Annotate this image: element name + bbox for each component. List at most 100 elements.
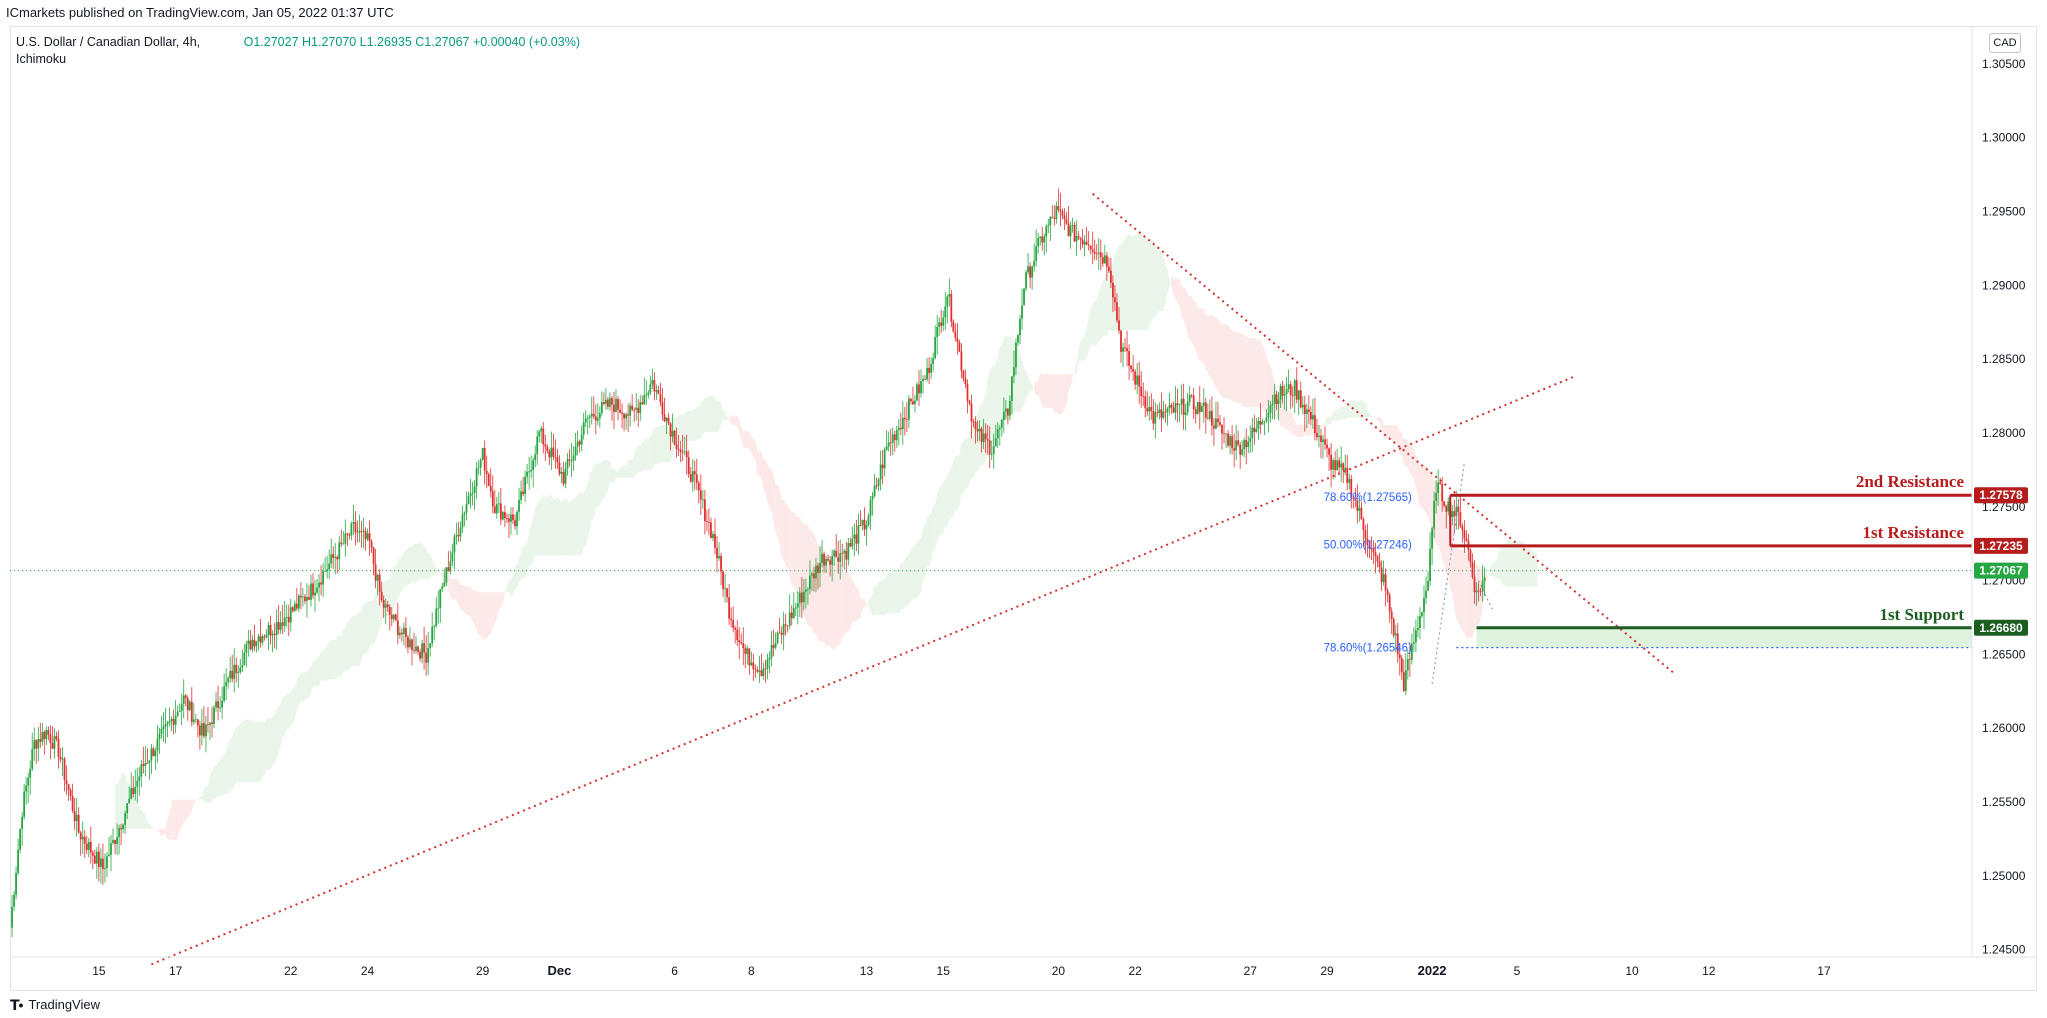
- cloud-segment: [1189, 295, 1192, 342]
- cloud-segment: [561, 500, 564, 556]
- cloud-segment: [313, 661, 316, 688]
- candle-body: [1443, 501, 1446, 507]
- cloud-segment: [929, 513, 932, 567]
- cloud-segment: [710, 395, 713, 432]
- candle-body: [732, 620, 735, 628]
- candle-body: [1273, 394, 1276, 404]
- cloud-segment: [908, 549, 911, 606]
- candle-body: [1124, 347, 1126, 349]
- cloud-segment: [329, 640, 332, 680]
- candle-body: [1309, 411, 1312, 420]
- cloud-segment: [349, 616, 352, 670]
- candle-body: [190, 701, 193, 723]
- cloud-segment: [1510, 540, 1513, 587]
- candle-body: [722, 571, 724, 589]
- cloud-segment: [361, 604, 364, 661]
- candle-body: [302, 596, 304, 598]
- cloud-segment: [169, 801, 172, 840]
- cloud-segment: [529, 524, 532, 566]
- ascending-support-trendline: [151, 375, 1574, 966]
- price-tick-label: 1.24500: [1982, 943, 2026, 957]
- candle-body: [41, 732, 44, 742]
- cloud-segment: [407, 546, 410, 585]
- cloud-segment: [650, 432, 653, 471]
- candle-body: [992, 446, 995, 455]
- candle-body: [952, 321, 955, 332]
- candle-body: [1269, 405, 1272, 413]
- cloud-segment: [704, 397, 707, 432]
- cloud-segment: [1159, 247, 1162, 311]
- cloud-segment: [1428, 468, 1431, 523]
- candle-body: [217, 701, 219, 708]
- price-tick-label: 1.28500: [1982, 352, 2026, 366]
- candle-body: [823, 553, 825, 566]
- cloud-segment: [904, 555, 907, 608]
- chart-frame[interactable]: [10, 26, 2037, 991]
- candle-body: [617, 398, 619, 410]
- candle-body: [742, 643, 745, 649]
- cloud-segment: [535, 504, 538, 556]
- currency-badge[interactable]: CAD: [1989, 33, 2021, 53]
- cloud-segment: [1329, 416, 1332, 425]
- candle-body: [1249, 437, 1252, 442]
- candle-body: [641, 402, 644, 405]
- cloud-segment: [846, 573, 849, 632]
- candle-body: [1350, 478, 1353, 498]
- candle-body: [140, 764, 143, 777]
- candle-body: [647, 392, 650, 395]
- candle-body: [479, 460, 482, 468]
- candle-body: [584, 418, 587, 423]
- cloud-segment: [508, 579, 511, 597]
- cloud-segment: [468, 586, 471, 617]
- published-header: ICmarkets published on TradingView.com, …: [0, 0, 2047, 26]
- time-tick-label: 24: [361, 964, 375, 978]
- footer: 𝗧• TradingView: [10, 992, 100, 1018]
- time-tick-label: Dec: [548, 963, 572, 978]
- candle-body: [1265, 417, 1268, 422]
- candle-body: [453, 536, 456, 553]
- cloud-segment: [921, 527, 924, 593]
- candle-body: [1326, 444, 1328, 449]
- cloud-segment: [688, 410, 691, 441]
- candle-body: [1291, 395, 1294, 396]
- cloud-segment: [183, 799, 186, 823]
- candle-body: [1352, 497, 1355, 499]
- candle-body: [1253, 427, 1256, 432]
- cloud-segment: [834, 562, 837, 650]
- candle-body: [1136, 375, 1139, 385]
- cloud-segment: [409, 546, 412, 585]
- cloud-segment: [480, 592, 483, 641]
- candle-body: [21, 816, 24, 829]
- cloud-segment: [1070, 374, 1073, 387]
- candle-body: [1198, 402, 1201, 412]
- candle-body: [1200, 406, 1203, 412]
- brand-name[interactable]: TradingView: [28, 997, 100, 1012]
- candle-body: [467, 496, 470, 505]
- cloud-segment: [1076, 349, 1079, 372]
- cloud-segment: [147, 822, 150, 829]
- candle-body: [106, 856, 108, 868]
- cloud-segment: [1337, 407, 1340, 421]
- tradingview-logo-icon[interactable]: 𝗧•: [10, 997, 23, 1013]
- cloud-segment: [189, 799, 192, 815]
- cloud-segment: [692, 409, 695, 441]
- cloud-segment: [603, 460, 606, 500]
- cloud-segment: [1361, 399, 1364, 418]
- candle-body: [635, 407, 638, 410]
- candle-body: [1004, 408, 1007, 412]
- candle-body: [1469, 550, 1472, 563]
- candle-body: [1427, 581, 1429, 591]
- cloud-segment: [1197, 307, 1200, 362]
- cloud-segment: [646, 438, 649, 471]
- cloud-segment: [951, 462, 954, 518]
- cloud-segment: [1411, 445, 1414, 481]
- cloud-segment: [1529, 548, 1532, 587]
- cloud-segment: [739, 418, 742, 440]
- fib-label: 50.00%(1.27246): [1324, 539, 1412, 551]
- candle-body: [930, 364, 933, 373]
- price-tick-label: 1.26500: [1982, 647, 2026, 661]
- cloud-segment: [888, 573, 891, 614]
- cloud-segment: [773, 475, 776, 533]
- candle-body: [970, 403, 973, 422]
